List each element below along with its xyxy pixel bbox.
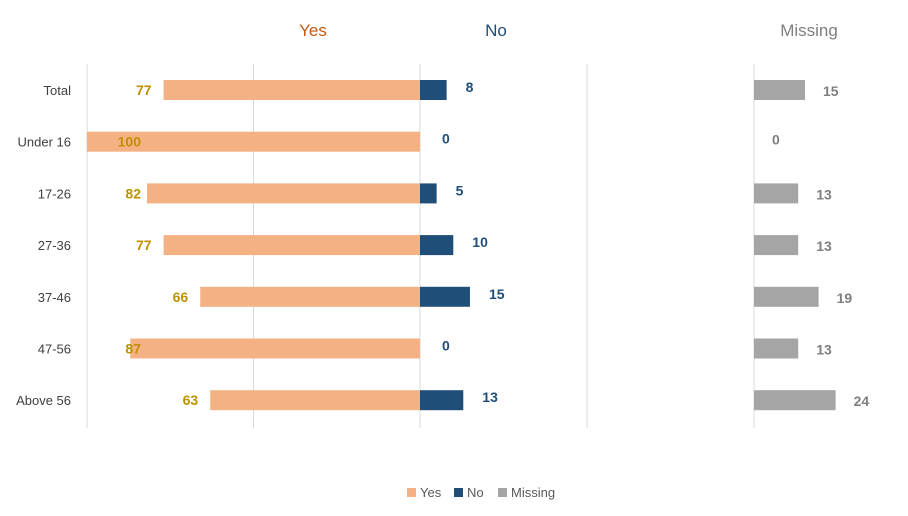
data-label-missing: 19 [837,290,853,306]
data-label-no: 13 [482,389,498,405]
data-label-missing: 13 [816,186,832,202]
data-label-no: 10 [472,234,488,250]
legend-label-no: No [467,485,484,500]
data-label-missing: 24 [854,393,870,409]
data-label-yes: 63 [183,392,199,408]
data-label-missing: 15 [823,83,839,99]
bar-yes [146,183,420,204]
legend-swatch-yes [407,488,416,497]
data-label-missing: 13 [816,238,832,254]
bar-missing [754,286,819,307]
category-label: Under 16 [18,135,71,150]
data-label-no: 15 [489,286,505,302]
panel-title-missing: Missing [780,21,838,40]
panel-title-yes: Yes [299,21,327,40]
bar-no [420,390,464,411]
bar-yes [130,338,421,359]
category-label: Above 56 [16,393,71,408]
data-label-yes: 77 [136,237,152,253]
legend-label-yes: Yes [420,485,442,500]
bar-yes [87,131,420,152]
bar-yes [200,286,420,307]
legend: Yes No Missing [407,485,555,500]
panel-title-no: No [485,21,507,40]
data-label-yes: 82 [125,185,141,201]
category-label: 47-56 [38,342,71,357]
category-label: 37-46 [38,290,71,305]
bar-no [420,183,437,204]
data-label-no: 0 [442,131,450,147]
data-label-yes: 87 [125,341,141,357]
data-label-missing: 0 [772,132,780,148]
data-label-no: 8 [466,79,474,95]
bar-missing [754,183,799,204]
bar-yes [163,235,420,256]
category-label: Total [44,83,72,98]
data-label-missing: 13 [816,342,832,358]
bar-no [420,235,454,256]
bar-missing [754,390,836,411]
data-label-no: 0 [442,338,450,354]
data-label-yes: 77 [136,82,152,98]
bar-missing [754,235,799,256]
category-label: 17-26 [38,186,71,201]
data-label-no: 5 [456,182,464,198]
bar-yes [210,390,420,411]
legend-label-missing: Missing [511,485,555,500]
bar-no [420,286,470,307]
bar-yes [163,80,420,100]
legend-swatch-missing [498,488,507,497]
data-label-yes: 100 [118,134,142,150]
bar-missing [754,338,799,359]
bar-no [420,80,447,100]
category-label: 27-36 [38,238,71,253]
bar-missing [754,80,805,100]
data-label-yes: 66 [173,289,189,305]
legend-swatch-no [454,488,463,497]
